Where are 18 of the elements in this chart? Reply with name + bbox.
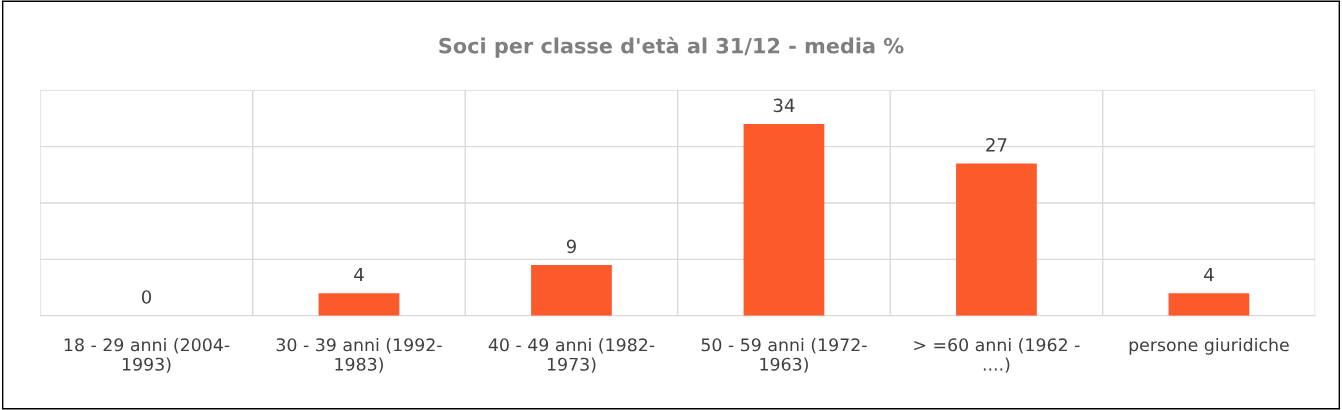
chart-title: Soci per classe d'età al 31/12 - media % xyxy=(439,36,904,58)
data-label: 34 xyxy=(773,98,795,113)
bar xyxy=(743,124,825,316)
x-tick-label: 50 - 59 anni (1972- 1963) xyxy=(701,337,867,373)
bar xyxy=(956,163,1037,316)
data-label: 9 xyxy=(566,239,576,254)
data-label: 27 xyxy=(986,138,1007,152)
x-tick-label: 40 - 49 anni (1982- 1973) xyxy=(488,337,655,373)
data-label: 0 xyxy=(141,290,152,304)
x-tick-label: > =60 anni (1962 - ....) xyxy=(914,337,1080,373)
data-label: 4 xyxy=(354,267,364,282)
bar xyxy=(531,264,612,316)
x-tick-label: persone giuridiche xyxy=(1129,337,1289,355)
data-label: 4 xyxy=(1204,267,1214,282)
x-tick-label: 30 - 39 anni (1992- 1983) xyxy=(276,337,442,373)
bar xyxy=(318,293,400,316)
bar xyxy=(1168,293,1250,316)
x-tick-label: 18 - 29 anni (2004- 1993) xyxy=(64,337,230,373)
